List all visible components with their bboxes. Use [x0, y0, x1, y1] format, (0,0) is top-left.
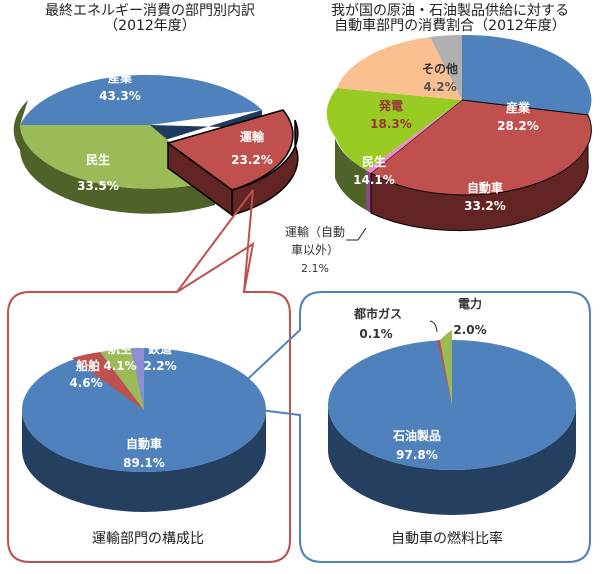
pie4-label-oil: 石油製品	[392, 428, 441, 443]
pie1-slice-transport	[166, 109, 294, 191]
pie2-label-transport-other-1: 運輸（自動	[285, 224, 345, 239]
pie2-pct-power: 18.3%	[370, 117, 412, 131]
chart-title-left-line2: （2012年度）	[104, 18, 196, 34]
pie-chart-final-energy: 産業 43.3% 民生 33.5% 運輸 23.2%	[13, 70, 299, 217]
callout-auto	[217, 291, 591, 563]
pie3-pct-rail: 2.2%	[143, 359, 176, 373]
pie4-leader-line	[429, 320, 438, 333]
pie3-label-ship: 船舶	[76, 358, 100, 373]
pie3-label-auto: 自動車	[126, 436, 162, 451]
pie2-pct-residential: 14.1%	[353, 173, 395, 187]
pie3-side	[22, 410, 266, 512]
pie1-pct-industry: 43.3%	[99, 89, 141, 103]
pie3-slice-ship	[72, 352, 144, 410]
pie2-pct-industry: 28.2%	[497, 119, 539, 133]
pie3-label-rail: 鉄道	[148, 341, 172, 356]
pie3-slice-air	[100, 348, 144, 410]
pie4-slice-elec	[440, 330, 452, 405]
pie2-slice-other	[430, 34, 462, 100]
pie-chart-oil-consumption: 産業 28.2% 自動車 33.2% 民生 14.1% 発電 18.3% その他…	[285, 34, 592, 275]
pie2-slice-residential	[326, 88, 462, 170]
pie1-label-industry: 産業	[108, 70, 133, 85]
pie2-slice-power	[337, 37, 462, 100]
pie4-side	[328, 405, 576, 515]
pie3-pct-ship: 4.6%	[69, 376, 102, 390]
callout-transport	[7, 241, 291, 563]
pie1-slice-industry	[20, 74, 262, 125]
pie4-caption: 自動車の燃料比率	[391, 530, 503, 547]
pie2-label-residential: 民生	[362, 154, 386, 169]
chart-title-right-line1: 我が国の原油・石油製品供給に対する	[331, 3, 569, 19]
pie2-slice-industry	[462, 34, 592, 115]
chart-title-right-line2: 自動車部門の消費割合（2012年度）	[334, 18, 566, 34]
pie1-transport-side	[231, 119, 299, 216]
pie4-slice-gas	[437, 339, 452, 405]
pie1-residential-side	[20, 125, 215, 214]
chart-title-left: 最終エネルギー消費の部門別内訳 （2012年度）	[0, 4, 300, 34]
pie2-pct-auto: 33.2%	[464, 199, 506, 213]
pie2-label-transport-other-2: 車以外）	[291, 243, 339, 257]
pie2-label-other: その他	[422, 61, 458, 76]
pie1-slice-residential	[20, 125, 215, 189]
pie1-pct-transport: 23.2%	[231, 153, 273, 167]
pie3-pct-auto: 89.1%	[123, 456, 165, 470]
pie1-pct-residential: 33.5%	[77, 179, 119, 193]
pie2-slice-transport-other	[366, 100, 462, 173]
pie2-label-power: 発電	[378, 98, 403, 113]
pie-chart-transport-breakdown: 船舶 4.6% 航空 4.1% 鉄道 2.2% 自動車 89.1% 運輸部門の構…	[22, 341, 266, 547]
pie1-label-transport: 運輸	[240, 129, 265, 144]
chart-title-right: 我が国の原油・石油製品供給に対する 自動車部門の消費割合（2012年度）	[300, 4, 600, 34]
pie3-label-air: 航空	[108, 341, 132, 356]
pie3-pct-air: 4.1%	[103, 359, 136, 373]
pie-chart-auto-fuel: 都市ガス 0.1% 電力 2.0% 石油製品 97.8% 自動車の燃料比率	[328, 296, 576, 547]
pie4-pct-oil: 97.8%	[396, 448, 438, 462]
pie2-leader-line	[346, 227, 367, 241]
pie2-label-auto: 自動車	[467, 180, 503, 195]
pie4-pct-elec: 2.0%	[453, 323, 486, 337]
chart-title-left-line1: 最終エネルギー消費の部門別内訳	[45, 3, 255, 19]
pie4-label-gas: 都市ガス	[353, 306, 402, 321]
pie2-label-industry: 産業	[506, 100, 531, 115]
pie2-slice-auto	[370, 99, 592, 196]
pie4-pct-gas: 0.1%	[359, 327, 392, 341]
pie2-pct-other: 4.2%	[423, 80, 456, 94]
pie4-label-elec: 電力	[458, 296, 482, 311]
pie3-caption: 運輸部門の構成比	[92, 531, 204, 547]
pie3-slice-rail	[131, 347, 144, 410]
pie2-pct-transport-other: 2.1%	[301, 262, 329, 275]
pie1-label-residential: 民生	[86, 152, 110, 167]
